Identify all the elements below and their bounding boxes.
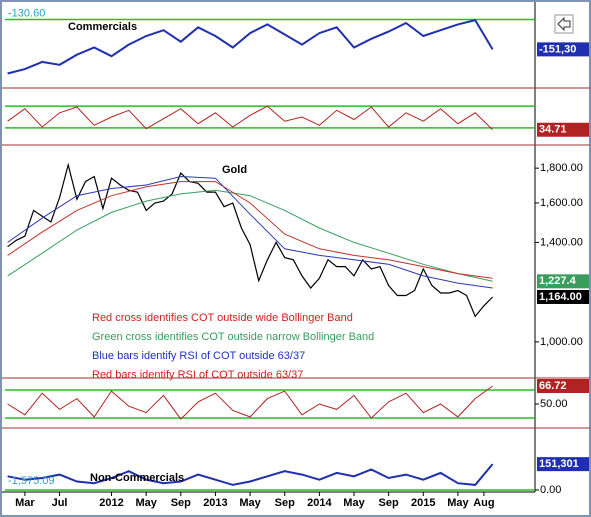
series-line (7, 189, 493, 282)
series-line (7, 463, 494, 486)
x-tick-label: 2015 (411, 497, 435, 509)
last-value-box (537, 379, 589, 394)
last-value-label: -151,30 (539, 43, 576, 55)
button-box[interactable] (554, 14, 574, 34)
x-tick-label: Sep (379, 497, 399, 509)
x-tick-label: 2012 (99, 497, 123, 509)
panel-title: Commercials (68, 21, 137, 33)
x-tick-label: May (135, 497, 157, 509)
last-value-box (537, 122, 589, 137)
legend-note: Red cross identifies COT outside wide Bo… (92, 312, 353, 324)
legend-note: Red bars identify RSI of COT outside 63/… (92, 369, 303, 381)
last-value-box (537, 457, 589, 472)
series-line (7, 105, 493, 131)
panel-title: Gold (222, 164, 247, 176)
y-tick-label: 1,400.00 (540, 236, 583, 248)
legend-note: Blue bars identify RSI of COT outside 63… (92, 350, 305, 362)
y-tick-label: 1,000.00 (540, 336, 583, 348)
last-value-box (537, 290, 589, 305)
threshold-label: -130.60 (8, 7, 45, 19)
series-line (7, 175, 493, 289)
y-tick-label: 0.00 (540, 484, 561, 496)
last-value-box (537, 274, 589, 289)
series-line (7, 18, 494, 75)
x-tick-label: 2014 (307, 497, 332, 509)
last-value-label: 66.72 (539, 380, 567, 392)
x-tick-label: May (239, 497, 261, 509)
last-value-box (537, 42, 589, 57)
legend-note: Green cross identifies COT outside narro… (92, 331, 374, 343)
last-value-label: 34.71 (539, 124, 567, 136)
panel-title: Non-Commercials (90, 472, 184, 484)
x-tick-label: Sep (171, 497, 191, 509)
series-line (7, 385, 493, 420)
y-tick-label: 1,800.00 (540, 162, 583, 174)
y-tick-label: 1,600.00 (540, 197, 583, 209)
arrow-icon[interactable] (557, 16, 571, 32)
x-tick-label: 2013 (203, 497, 227, 509)
x-tick-label: Mar (15, 497, 35, 509)
last-value-label: 151,301 (539, 458, 579, 470)
x-tick-label: Jul (52, 497, 68, 509)
x-tick-label: May (447, 497, 469, 509)
y-tick-label: 50.00 (540, 398, 568, 410)
x-tick-label: Sep (275, 497, 295, 509)
last-value-label: 1,164.00 (539, 291, 582, 303)
x-tick-label: Aug (473, 497, 494, 509)
scale-label: -1,575.09 (8, 475, 54, 487)
last-value-label: 1,227.4 (539, 275, 577, 287)
series-line (7, 181, 493, 279)
back-button[interactable] (554, 14, 574, 34)
x-tick-label: May (343, 497, 365, 509)
series-line (7, 162, 494, 318)
